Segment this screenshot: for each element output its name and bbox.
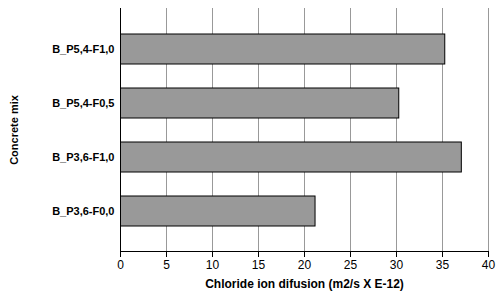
svg-text:5: 5 (163, 258, 170, 272)
svg-text:15: 15 (252, 258, 266, 272)
svg-text:35: 35 (436, 258, 450, 272)
svg-text:40: 40 (482, 258, 496, 272)
svg-text:20: 20 (298, 258, 312, 272)
svg-text:B_P3,6-F0,0: B_P3,6-F0,0 (52, 205, 114, 217)
svg-text:0: 0 (117, 258, 124, 272)
svg-text:B_P3,6-F1,0: B_P3,6-F1,0 (52, 151, 114, 163)
svg-text:B_P5,4-F0,5: B_P5,4-F0,5 (52, 97, 114, 109)
svg-text:25: 25 (344, 258, 358, 272)
svg-text:30: 30 (390, 258, 404, 272)
svg-text:Chloride ion difusion (m2/s X: Chloride ion difusion (m2/s X E-12) (205, 277, 404, 291)
svg-text:B_P5,4-F1,0: B_P5,4-F1,0 (52, 43, 114, 55)
svg-text:10: 10 (206, 258, 220, 272)
svg-text:Concrete mix: Concrete mix (8, 94, 20, 165)
